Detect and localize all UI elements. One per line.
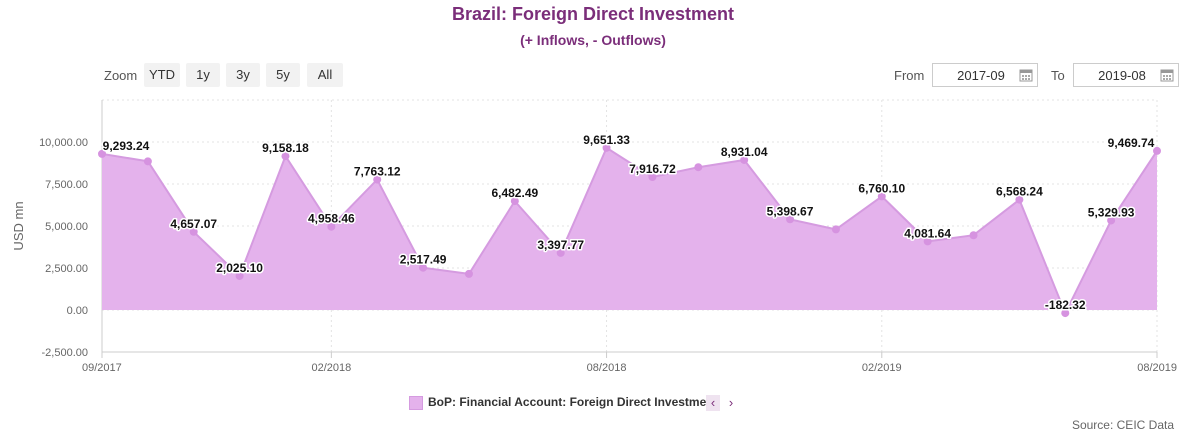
- from-date-input[interactable]: 2017-09: [932, 63, 1038, 87]
- data-point[interactable]: [235, 271, 244, 280]
- y-axis-label: USD mn: [11, 201, 26, 250]
- y-tick-label: 7,500.00: [45, 179, 88, 191]
- y-tick-label: 5,000.00: [45, 221, 88, 233]
- zoom-label: Zoom: [104, 68, 138, 83]
- data-point[interactable]: [98, 149, 106, 158]
- data-point[interactable]: [189, 227, 198, 236]
- series-points: [98, 143, 1161, 318]
- x-tick-label: 08/2018: [587, 362, 627, 374]
- legend-next-button[interactable]: ›: [728, 395, 734, 410]
- data-label: 6,760.10: [858, 181, 905, 195]
- data-point[interactable]: [464, 269, 473, 278]
- data-point[interactable]: [1153, 146, 1161, 155]
- zoom-3y-button[interactable]: 3y: [226, 63, 260, 87]
- data-label: 9,293.24: [103, 139, 150, 153]
- data-point[interactable]: [419, 263, 428, 272]
- data-label: 6,482.49: [491, 186, 538, 200]
- x-tick-label: 02/2019: [862, 362, 902, 374]
- data-label: 6,568.24: [996, 185, 1043, 199]
- zoom-1y-button[interactable]: 1y: [186, 63, 220, 87]
- chart-title: Brazil: Foreign Direct Investment: [451, 4, 735, 24]
- y-tick-label: -2,500.00: [42, 347, 88, 359]
- data-label: 3,397.77: [537, 238, 584, 252]
- to-label: To: [1051, 68, 1065, 83]
- data-label: 4,958.46: [308, 212, 355, 226]
- data-label: 5,329.93: [1088, 205, 1135, 219]
- data-label: -182.32: [1045, 298, 1086, 312]
- data-point[interactable]: [1107, 216, 1116, 225]
- data-point[interactable]: [327, 222, 336, 231]
- data-label: 9,469.74: [1108, 136, 1155, 150]
- y-tick-label: 2,500.00: [45, 263, 88, 275]
- chart-subtitle: (+ Inflows, - Outflows): [520, 32, 666, 48]
- data-point[interactable]: [740, 155, 749, 164]
- data-point[interactable]: [510, 197, 519, 206]
- data-label: 4,081.64: [904, 226, 951, 240]
- zoom-ytd-button[interactable]: YTD: [144, 63, 180, 87]
- from-label: From: [894, 68, 925, 83]
- data-point[interactable]: [602, 143, 611, 152]
- from-date-value: 2017-09: [957, 68, 1005, 83]
- data-label: 5,398.67: [767, 204, 814, 218]
- data-label: 2,517.49: [400, 253, 447, 267]
- y-tick-label: 10,000.00: [39, 137, 88, 149]
- calendar-icon[interactable]: [1019, 68, 1033, 82]
- data-point[interactable]: [281, 152, 290, 161]
- data-label: 7,763.12: [354, 165, 401, 179]
- series-line: [101, 146, 1158, 316]
- data-point[interactable]: [923, 237, 932, 246]
- legend-item-label[interactable]: BoP: Financial Account: Foreign Direct I…: [428, 395, 718, 409]
- data-label: 7,916.72: [629, 162, 676, 176]
- calendar-icon[interactable]: [1160, 68, 1174, 82]
- data-point[interactable]: [969, 231, 978, 240]
- data-point[interactable]: [648, 172, 657, 181]
- x-tick-label: 09/2017: [82, 362, 122, 374]
- y-axis-ticks: -2,500.00 0.00 2,500.00 5,000.00 7,500.00 10,…: [39, 137, 88, 359]
- legend-prev-button[interactable]: ‹: [706, 395, 720, 411]
- data-point[interactable]: [786, 215, 795, 224]
- data-point[interactable]: [143, 157, 152, 166]
- source-credit: Source: CEIC Data: [1071, 418, 1174, 432]
- data-point[interactable]: [694, 163, 703, 172]
- x-axis-ticks: 09/2017 02/2018 08/2018 02/2019 08/2019: [82, 352, 1177, 374]
- data-label: 9,158.18: [262, 141, 309, 155]
- zoom-all-button[interactable]: All: [307, 63, 343, 87]
- data-labels: 9,293.24 4,657.07 2,025.10 9,158.18 4,958.46…: [101, 131, 1156, 313]
- legend-swatch[interactable]: [409, 396, 423, 410]
- data-label: 4,657.07: [170, 217, 217, 231]
- to-date-value: 2019-08: [1098, 68, 1146, 83]
- data-point[interactable]: [831, 225, 840, 234]
- data-label: 2,025.10: [216, 261, 263, 275]
- data-label: 9,651.33: [583, 133, 630, 147]
- x-tick-label: 02/2018: [311, 362, 351, 374]
- series-area: [102, 147, 1157, 314]
- data-point[interactable]: [1061, 309, 1070, 318]
- y-tick-label: 0.00: [67, 305, 88, 317]
- data-point[interactable]: [556, 248, 565, 257]
- data-point[interactable]: [877, 192, 886, 201]
- data-point[interactable]: [373, 175, 382, 184]
- to-date-input[interactable]: 2019-08: [1073, 63, 1179, 87]
- zoom-5y-button[interactable]: 5y: [266, 63, 300, 87]
- x-tick-label: 08/2019: [1137, 362, 1177, 374]
- data-label: 8,931.04: [721, 145, 768, 159]
- data-point[interactable]: [1015, 195, 1024, 204]
